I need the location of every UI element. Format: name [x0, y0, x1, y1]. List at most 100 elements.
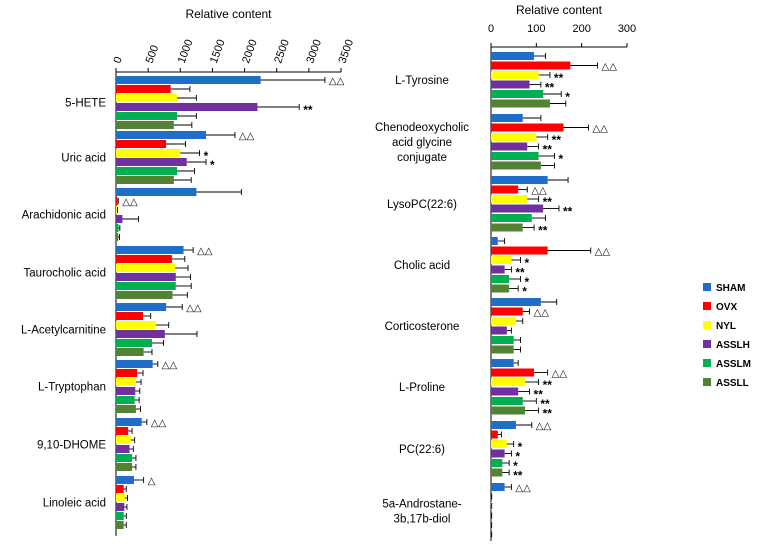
- chart1-bar-l-acetylcarnitine-sham: [116, 303, 167, 311]
- legend-label-asslh: ASSLH: [716, 340, 750, 351]
- chart2-bar-chenodeoxycholic-acid-glycine-conjugate-nyl: [491, 133, 537, 141]
- chart2-x-axis-title: Relative content: [516, 3, 603, 17]
- chart2-bar-5a-androstane-3b-17b-diol-sham: [491, 483, 505, 491]
- chart2-category-label-cholic-acid: Cholic acid: [394, 260, 450, 272]
- chart1-bar-linoleic-acid-nyl: [116, 494, 125, 502]
- chart2-bar-cholic-acid-ovx: [491, 246, 548, 255]
- chart1-bar-taurocholic-acid-assll: [116, 291, 173, 299]
- chart1-bar-9-10-dhome-assll: [116, 463, 133, 471]
- chart1-bar-uric-acid-asslm: [116, 167, 178, 175]
- chart1-bar-5-hete-asslm: [116, 112, 178, 120]
- chart1-annotation-l-tryptophan-sham-triangle: △△: [162, 360, 178, 371]
- chart1-annotation-uric-acid-nyl-star: *: [204, 149, 209, 163]
- chart2-bar-l-tyrosine-ovx: [491, 61, 571, 70]
- chart1-bar-linoleic-acid-asslm: [116, 512, 124, 520]
- chart1-bar-l-tryptophan-asslh: [116, 387, 136, 395]
- chart2-annotation-chenodeoxycholic-acid-glycine-conjugate-asslh-star: **: [543, 143, 553, 157]
- chart2-bar-l-tyrosine-assll: [491, 99, 550, 108]
- chart1-annotation-linoleic-acid-sham-triangle: △: [148, 476, 156, 487]
- chart2-annotation-pc-22-6-sham-triangle: △△: [536, 421, 552, 432]
- chart1-bar-linoleic-acid-sham: [116, 476, 134, 484]
- chart1-bar-5-hete-sham: [116, 76, 261, 84]
- chart2-bar-cholic-acid-asslh: [491, 265, 505, 274]
- chart2-bar-cholic-acid-asslm: [491, 275, 510, 283]
- chart1-bar-taurocholic-acid-nyl: [116, 264, 176, 272]
- chart2-bar-l-proline-sham: [491, 359, 514, 367]
- chart1-annotation-l-acetylcarnitine-sham-triangle: △△: [186, 303, 202, 314]
- chart2-annotation-lysopc-22-6-ovx-triangle: △△: [531, 186, 547, 197]
- legend-label-assll: ASSLL: [716, 378, 749, 389]
- chart2-bar-cholic-acid-nyl: [491, 256, 512, 264]
- chart2-annotation-l-tyrosine-nyl-star: **: [554, 71, 564, 85]
- chart1-bar-5-hete-nyl: [116, 94, 178, 102]
- chart2-bar-corticosterone-assll: [491, 345, 514, 354]
- chart1-annotation-9-10-dhome-sham-triangle: △△: [151, 418, 167, 429]
- chart2-bar-l-proline-assll: [491, 406, 525, 415]
- chart2-bar-pc-22-6-asslm: [491, 459, 503, 467]
- chart2-bar-l-proline-ovx: [491, 368, 535, 377]
- chart1-category-label-l-tryptophan: L-Tryptophan: [38, 382, 106, 394]
- chart2-bar-l-proline-asslh: [491, 387, 519, 396]
- chart2-category-label-l-proline: L-Proline: [399, 382, 445, 394]
- chart2-bar-chenodeoxycholic-acid-glycine-conjugate-assll: [491, 161, 541, 170]
- chart2-annotation-corticosterone-ovx-triangle: △△: [534, 308, 550, 319]
- legend-swatch-asslh: [703, 340, 711, 348]
- chart2-bar-pc-22-6-assll: [491, 468, 503, 477]
- chart1-bar-l-tryptophan-ovx: [116, 369, 138, 377]
- chart1-annotation-5-hete-sham-triangle: △△: [329, 76, 345, 87]
- chart1-annotation-taurocholic-acid-sham-triangle: △△: [197, 246, 213, 257]
- chart1-bar-l-acetylcarnitine-ovx: [116, 312, 143, 320]
- chart1-bar-9-10-dhome-ovx: [116, 427, 129, 435]
- chart2-annotation-cholic-acid-assll-star: *: [522, 285, 527, 299]
- chart2-annotation-l-tyrosine-asslh-star: **: [545, 81, 555, 95]
- chart2-bar-l-tyrosine-asslm: [491, 90, 544, 98]
- legend-swatch-asslm: [703, 359, 711, 367]
- chart1-bar-arachidonic-acid-sham: [116, 188, 197, 196]
- chart2-bar-cholic-acid-assll: [491, 284, 510, 293]
- chart2-bar-lysopc-22-6-asslm: [491, 214, 532, 222]
- chart2-bar-pc-22-6-nyl: [491, 440, 507, 448]
- chart2-annotation-cholic-acid-ovx-triangle: △△: [595, 247, 611, 258]
- chart1-bar-uric-acid-sham: [116, 131, 206, 139]
- chart2-bar-corticosterone-asslh: [491, 326, 507, 335]
- chart2-annotation-chenodeoxycholic-acid-glycine-conjugate-ovx-triangle: △△: [592, 124, 608, 135]
- chart1-tick-label-2000: 2000: [240, 38, 260, 65]
- chart1-tick-label-2500: 2500: [272, 38, 292, 65]
- chart1-category-label-5-hete: 5-HETE: [65, 98, 106, 110]
- chart2-annotation-lysopc-22-6-assll-star: **: [538, 224, 548, 238]
- legend-swatch-nyl: [703, 321, 711, 329]
- chart2-annotation-pc-22-6-nyl-star: *: [518, 440, 523, 454]
- chart1-bar-arachidonic-acid-assll: [116, 233, 119, 241]
- chart2-bar-l-tyrosine-sham: [491, 52, 535, 60]
- chart1-annotation-arachidonic-acid-ovx-triangle: △△: [122, 197, 138, 208]
- chart1-bar-5-hete-asslh: [116, 103, 258, 111]
- chart2-bar-corticosterone-sham: [491, 298, 541, 306]
- chart2-bar-chenodeoxycholic-acid-glycine-conjugate-ovx: [491, 123, 564, 132]
- chart2-bar-l-proline-asslm: [491, 397, 523, 405]
- chart2-bar-l-proline-nyl: [491, 378, 525, 386]
- chart2-annotation-l-tyrosine-asslm-star: *: [565, 90, 570, 104]
- chart1-category-label-l-acetylcarnitine: L-Acetylcarnitine: [21, 325, 106, 337]
- chart2-bar-pc-22-6-ovx: [491, 430, 498, 439]
- chart1-bar-9-10-dhome-sham: [116, 418, 142, 426]
- legend-swatch-sham: [703, 283, 711, 291]
- chart1-category-label-uric-acid: Uric acid: [61, 153, 106, 165]
- chart2-annotation-cholic-acid-asslm-star: *: [524, 275, 529, 289]
- chart2-annotation-5a-androstane-3b-17b-diol-sham-triangle: △△: [515, 483, 531, 494]
- chart1-tick-label-1000: 1000: [176, 38, 196, 65]
- chart2-category-label-pc-22-6: PC(22:6): [399, 444, 445, 456]
- chart1-tick-label-1500: 1500: [208, 38, 228, 65]
- chart1-annotation-uric-acid-asslh-star: *: [210, 158, 215, 172]
- chart2-bar-pc-22-6-sham: [491, 421, 516, 429]
- chart2-tick-label-200: 200: [572, 23, 590, 35]
- chart2-category-label-chenodeoxycholic-acid-glycine-conjugate-line1: Chenodeoxycholic: [375, 122, 469, 134]
- chart1-bar-linoleic-acid-assll: [116, 521, 124, 529]
- chart2-category-label-l-tyrosine: L-Tyrosine: [395, 75, 449, 87]
- chart2-category-label-5a-androstane-3b-17b-diol-line2: 3b,17b-diol: [394, 513, 451, 525]
- chart2-annotation-l-proline-asslm-star: **: [540, 397, 550, 411]
- chart1-category-label-arachidonic-acid: Arachidonic acid: [22, 210, 106, 222]
- chart1-bar-l-tryptophan-nyl: [116, 378, 136, 386]
- chart1-tick-label-3000: 3000: [304, 38, 324, 65]
- chart1-annotation-uric-acid-sham-triangle: △△: [239, 131, 255, 142]
